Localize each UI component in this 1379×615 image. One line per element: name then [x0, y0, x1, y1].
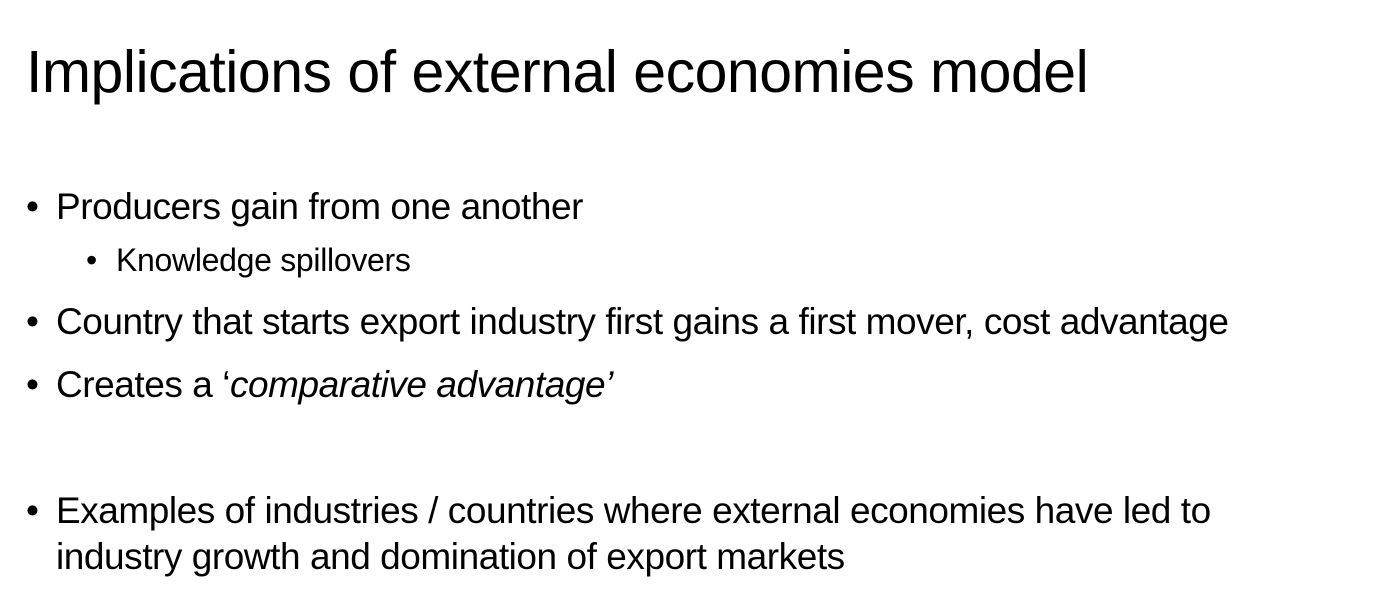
bullet-emphasis: comparative advantage’	[229, 364, 613, 405]
bullet-prefix: Creates a ‘	[56, 364, 230, 405]
bullet-marker: •	[26, 364, 39, 405]
bullet-marker: •	[86, 242, 97, 278]
bullet-marker: •	[26, 186, 39, 227]
bullet-examples: • Examples of industries / countries whe…	[26, 488, 1211, 580]
bullet-first-mover: • Country that starts export industry fi…	[26, 299, 1229, 345]
bullet-text: Examples of industries / countries where…	[56, 488, 1211, 580]
bullet-line-2: industry growth and domination of export…	[56, 536, 845, 577]
subbullet-text: Knowledge spillovers	[116, 242, 411, 278]
bullet-text: Country that starts export industry firs…	[56, 301, 1229, 342]
bullet-text: Producers gain from one another	[56, 186, 583, 227]
subbullet-knowledge-spillovers: • Knowledge spillovers	[86, 240, 411, 280]
slide-title: Implications of external economies model	[26, 39, 1089, 105]
bullet-text: Creates a ‘comparative advantage’	[56, 362, 613, 408]
bullet-marker: •	[26, 301, 39, 342]
bullet-marker: •	[26, 490, 39, 531]
bullet-line-1: Examples of industries / countries where…	[56, 490, 1211, 531]
bullet-comparative-advantage: • Creates a ‘comparative advantage’	[26, 362, 613, 408]
bullet-producers-gain: • Producers gain from one another	[26, 184, 583, 230]
